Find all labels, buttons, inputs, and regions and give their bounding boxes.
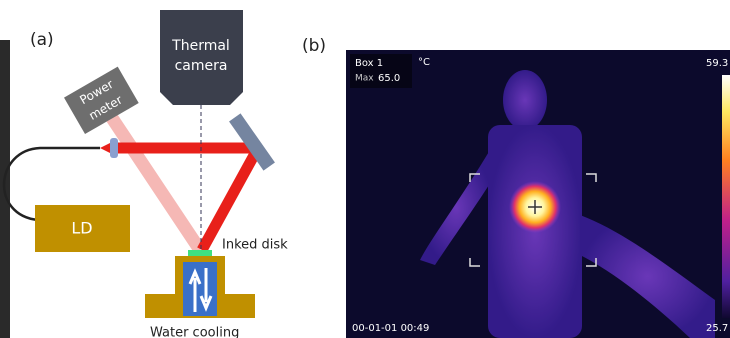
- figure: (a) Power meter Thermal camera LD Inked …: [0, 0, 730, 338]
- inked-disk: [188, 250, 212, 256]
- max-label: Max: [355, 74, 374, 84]
- unit: °C: [418, 57, 430, 68]
- disk-label: Inked disk: [222, 238, 288, 253]
- scale-bottom: 25.7: [706, 323, 728, 334]
- laser-label: LD: [71, 219, 92, 238]
- collimator: [110, 138, 118, 158]
- laser-beam: [202, 148, 258, 250]
- camera-label: camera: [175, 58, 228, 74]
- scale-top: 59.3: [706, 58, 728, 69]
- camera-label: Thermal: [171, 38, 230, 54]
- timestamp: 00-01-01 00:49: [352, 323, 429, 334]
- panel-label: (b): [302, 36, 326, 56]
- box-name: Box 1: [355, 58, 383, 69]
- cooling-label: Water cooling: [150, 326, 239, 338]
- panel-label: (a): [30, 30, 54, 50]
- power-meter: Power meter: [64, 67, 139, 134]
- coolant: [183, 262, 217, 316]
- max-value: 65.0: [378, 73, 400, 84]
- color-scale: [722, 75, 730, 318]
